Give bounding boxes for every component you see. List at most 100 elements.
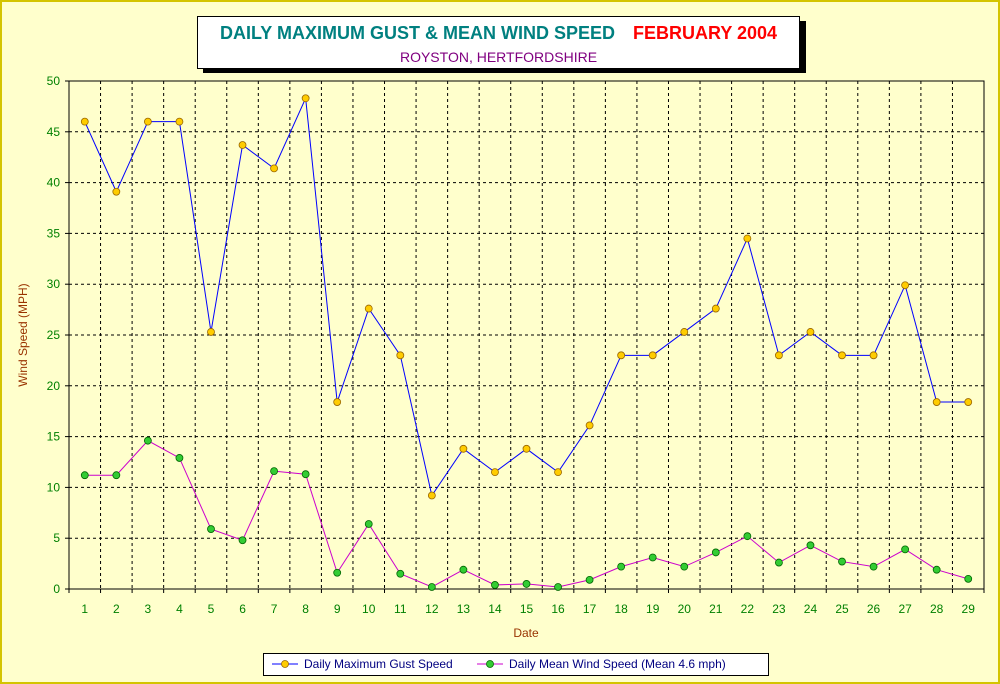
data-point-gust (491, 468, 499, 477)
x-tick-label: 8 (302, 602, 309, 616)
data-point-mean (459, 565, 468, 574)
x-tick-label: 6 (239, 602, 246, 616)
data-point-mean (396, 569, 405, 578)
series (80, 94, 973, 591)
x-tick-label: 13 (457, 602, 471, 616)
chart-title-main: DAILY MAXIMUM GUST & MEAN WIND SPEED (219, 23, 615, 43)
data-point-gust (775, 351, 783, 360)
data-point-gust (112, 187, 121, 196)
data-point-gust (396, 351, 405, 360)
data-point-mean (648, 553, 657, 562)
data-point-gust (648, 351, 657, 360)
data-point-gust (585, 421, 594, 430)
chart-title: DAILY MAXIMUM GUST & MEAN WIND SPEED FEBR… (198, 23, 799, 44)
y-tick-label: 45 (47, 125, 61, 139)
y-tick-label: 30 (47, 277, 61, 291)
x-tick-label: 12 (425, 602, 439, 616)
x-tick-label: 22 (741, 602, 755, 616)
data-point-mean (491, 581, 499, 589)
series-mean (80, 436, 973, 591)
x-tick-label: 11 (394, 602, 407, 616)
chart-subtitle: ROYSTON, HERTFORDSHIRE (399, 49, 598, 65)
data-point-gust (522, 444, 531, 453)
data-point-gust (80, 117, 89, 126)
legend-mean-swatch (477, 660, 503, 668)
data-point-mean (932, 565, 941, 574)
data-point-mean (364, 520, 373, 528)
x-tick-label: 1 (81, 602, 88, 616)
data-point-mean (711, 548, 720, 557)
data-point-mean (207, 525, 215, 533)
data-point-gust (427, 491, 436, 500)
x-tick-label: 19 (646, 602, 660, 616)
data-point-mean (617, 562, 626, 571)
x-tick-label: 16 (551, 602, 565, 616)
x-tick-label: 26 (867, 602, 881, 616)
x-tick-label: 29 (962, 602, 976, 616)
data-point-mean (838, 557, 846, 566)
x-tick-label: 21 (709, 602, 723, 616)
data-point-gust (806, 328, 815, 336)
legend-mean-label: Daily Mean Wind Speed (Mean 4.6 mph) (509, 657, 726, 671)
data-point-mean (143, 436, 152, 445)
data-point-gust (711, 304, 720, 313)
data-point-gust (364, 304, 373, 313)
y-tick-label: 25 (47, 328, 61, 342)
data-point-gust (270, 164, 278, 173)
x-tick-label: 5 (208, 602, 215, 616)
data-point-mean (775, 558, 783, 567)
x-tick-label: 27 (898, 602, 912, 616)
data-point-gust (901, 281, 910, 290)
x-tick-label: 23 (772, 602, 786, 616)
data-point-mean (585, 575, 594, 584)
data-point-mean (112, 471, 121, 480)
data-point-mean (270, 467, 278, 476)
data-point-mean (869, 562, 878, 571)
legend-gust-label: Daily Maximum Gust Speed (304, 657, 453, 671)
data-point-mean (522, 580, 531, 588)
legend: Daily Maximum Gust Speed Daily Mean Wind… (263, 653, 769, 676)
x-tick-label: 25 (835, 602, 849, 616)
title-box: DAILY MAXIMUM GUST & MEAN WIND SPEED FEBR… (197, 16, 800, 69)
x-tick-label: 17 (583, 602, 597, 616)
x-axis-label: Date (513, 626, 539, 640)
x-tick-label: 7 (271, 602, 278, 616)
data-point-mean (301, 470, 310, 479)
y-tick-label: 20 (47, 379, 61, 393)
data-point-gust (617, 351, 626, 360)
y-tick-label: 10 (47, 480, 61, 494)
data-point-mean (333, 568, 342, 577)
data-point-mean (80, 471, 89, 480)
x-tick-label: 20 (678, 602, 692, 616)
y-tick-label: 50 (47, 74, 61, 88)
series-gust (80, 94, 973, 500)
data-point-gust (238, 141, 247, 149)
data-point-mean (743, 532, 752, 541)
data-point-gust (143, 117, 152, 126)
y-axis-label: Wind Speed (MPH) (16, 283, 30, 386)
legend-item-gust: Daily Maximum Gust Speed (272, 657, 453, 671)
data-point-mean (427, 583, 436, 591)
x-tick-label: 14 (488, 602, 502, 616)
chart-title-month: FEBRUARY 2004 (632, 23, 778, 43)
data-point-mean (238, 536, 247, 545)
x-tick-label: 24 (804, 602, 818, 616)
data-point-gust (301, 94, 310, 103)
x-tick-label: 4 (176, 602, 183, 616)
data-point-gust (459, 444, 468, 453)
data-point-gust (207, 328, 215, 336)
y-tick-label: 0 (53, 582, 60, 596)
data-point-mean (806, 541, 815, 550)
y-tick-label: 40 (47, 176, 61, 190)
legend-item-mean: Daily Mean Wind Speed (Mean 4.6 mph) (477, 657, 726, 671)
data-point-gust (333, 398, 342, 406)
legend-gust-swatch (272, 660, 298, 668)
data-point-mean (964, 574, 973, 583)
x-tick-label: 3 (145, 602, 152, 616)
x-tick-label: 15 (520, 602, 534, 616)
data-point-gust (175, 117, 184, 126)
data-point-mean (175, 454, 184, 462)
data-point-gust (743, 234, 752, 243)
